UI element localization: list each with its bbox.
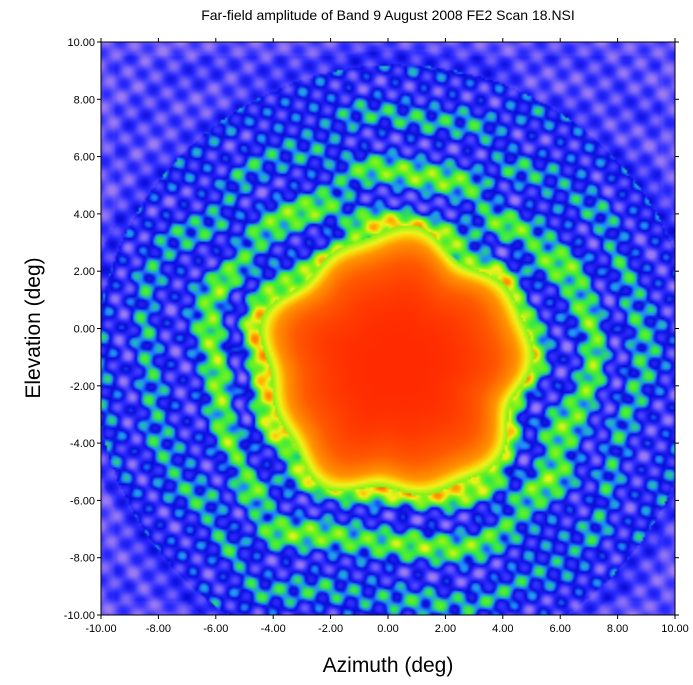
y-tick-label: 2.00	[74, 266, 95, 278]
x-tick-label: 2.00	[435, 623, 456, 635]
x-tick-label: 4.00	[492, 623, 513, 635]
y-tick-label: 8.00	[74, 94, 95, 106]
chart-title: Far-field amplitude of Band 9 August 200…	[201, 7, 575, 23]
y-tick-label: -4.00	[70, 438, 95, 450]
y-tick-label: 6.00	[74, 152, 95, 164]
x-tick-label: 10.00	[661, 623, 689, 635]
x-axis: -10.00 -8.00 -6.00 -4.00 -2.00 0.00 2.00 4.00 6.…	[85, 38, 689, 635]
x-tick-label: 6.00	[549, 623, 570, 635]
x-tick-label: -4.00	[261, 623, 286, 635]
x-tick-label: 8.00	[607, 623, 628, 635]
x-axis-title: Azimuth (deg)	[323, 654, 454, 677]
x-tick-label: 0.00	[377, 623, 398, 635]
x-tick-label: -2.00	[318, 623, 343, 635]
y-tick-label: -2.00	[70, 381, 95, 393]
y-axis: -10.00 -8.00 -6.00 -4.00 -2.00 0.00 2.00 4.00 6.…	[64, 37, 679, 622]
y-tick-label: -8.00	[70, 553, 95, 565]
y-tick-label: 4.00	[74, 209, 95, 221]
y-tick-label: -6.00	[70, 495, 95, 507]
plot-area	[100, 41, 676, 616]
x-tick-label: -8.00	[146, 623, 171, 635]
y-tick-label: -10.00	[64, 610, 95, 622]
y-axis-title: Elevation (deg)	[22, 257, 45, 398]
x-tick-label: -6.00	[203, 623, 228, 635]
heatmap-image	[101, 42, 675, 615]
y-tick-label: 10.00	[67, 37, 95, 49]
x-tick-label: -10.00	[85, 623, 116, 635]
y-tick-label: 0.00	[74, 324, 95, 336]
